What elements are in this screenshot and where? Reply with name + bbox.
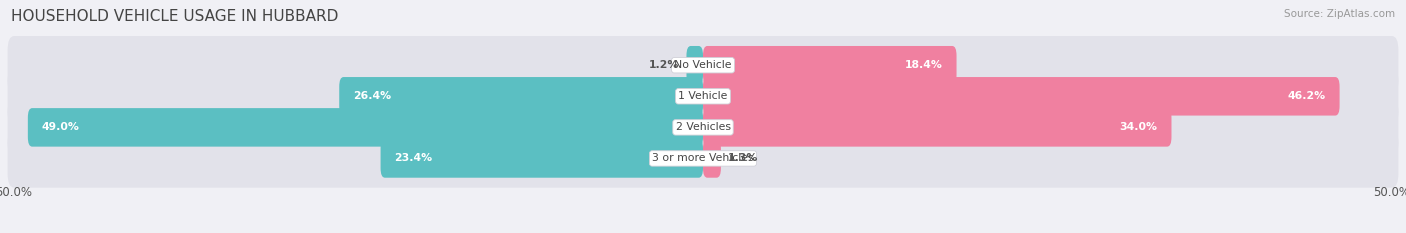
Text: 18.4%: 18.4%: [905, 60, 943, 70]
Text: 49.0%: 49.0%: [42, 122, 80, 132]
FancyBboxPatch shape: [7, 36, 1399, 94]
FancyBboxPatch shape: [703, 46, 956, 85]
FancyBboxPatch shape: [7, 129, 1399, 188]
Text: No Vehicle: No Vehicle: [675, 60, 731, 70]
FancyBboxPatch shape: [703, 139, 721, 178]
Text: 46.2%: 46.2%: [1288, 91, 1326, 101]
Text: 23.4%: 23.4%: [394, 154, 433, 163]
Text: 34.0%: 34.0%: [1119, 122, 1157, 132]
Text: 3 or more Vehicles: 3 or more Vehicles: [652, 154, 754, 163]
FancyBboxPatch shape: [7, 98, 1399, 157]
FancyBboxPatch shape: [686, 46, 703, 85]
Text: 1.2%: 1.2%: [650, 60, 679, 70]
FancyBboxPatch shape: [7, 67, 1399, 126]
Text: 26.4%: 26.4%: [353, 91, 391, 101]
FancyBboxPatch shape: [339, 77, 703, 116]
Text: HOUSEHOLD VEHICLE USAGE IN HUBBARD: HOUSEHOLD VEHICLE USAGE IN HUBBARD: [11, 9, 339, 24]
Text: 2 Vehicles: 2 Vehicles: [675, 122, 731, 132]
FancyBboxPatch shape: [381, 139, 703, 178]
FancyBboxPatch shape: [703, 77, 1340, 116]
Text: 1.3%: 1.3%: [728, 154, 758, 163]
Text: 1 Vehicle: 1 Vehicle: [678, 91, 728, 101]
FancyBboxPatch shape: [28, 108, 703, 147]
FancyBboxPatch shape: [703, 108, 1171, 147]
Text: Source: ZipAtlas.com: Source: ZipAtlas.com: [1284, 9, 1395, 19]
